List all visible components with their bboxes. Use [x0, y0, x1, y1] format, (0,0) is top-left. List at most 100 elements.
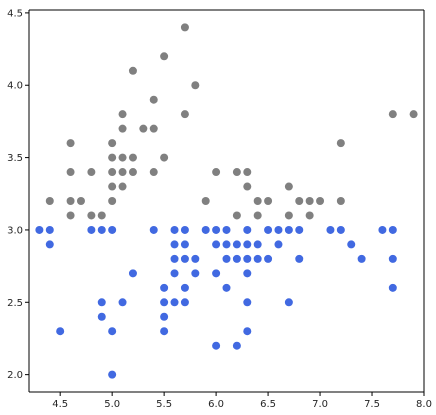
data-point-series-0-33 — [243, 182, 252, 191]
data-point-series-1-18 — [170, 225, 179, 234]
data-point-series-0-22 — [118, 168, 127, 177]
data-point-series-0-25 — [212, 168, 221, 177]
data-point-series-1-40 — [232, 254, 241, 263]
data-point-series-1-60 — [347, 240, 356, 249]
data-point-series-0-40 — [316, 197, 325, 205]
data-point-series-1-20 — [170, 254, 179, 263]
y-tick-label-0: 2.0 — [7, 370, 23, 381]
data-point-series-0-14 — [336, 139, 345, 148]
data-point-series-1-52 — [274, 225, 283, 234]
data-point-series-1-2 — [45, 240, 54, 249]
data-point-series-0-1 — [160, 52, 169, 61]
data-point-series-0-43 — [87, 211, 96, 220]
data-point-series-0-41 — [336, 197, 345, 205]
data-point-series-1-47 — [243, 327, 252, 336]
data-point-series-0-37 — [264, 197, 273, 205]
data-point-series-1-45 — [243, 269, 252, 278]
data-point-series-0-21 — [108, 168, 117, 177]
data-point-series-1-61 — [357, 254, 366, 263]
data-point-series-0-0 — [180, 23, 189, 32]
data-point-series-1-51 — [264, 254, 273, 263]
data-point-series-0-12 — [66, 139, 75, 148]
data-point-series-0-42 — [66, 211, 75, 220]
data-point-series-1-41 — [232, 341, 241, 350]
data-point-series-1-53 — [274, 240, 283, 249]
data-point-series-0-3 — [191, 81, 200, 90]
data-point-series-0-16 — [118, 153, 127, 162]
data-point-series-0-6 — [118, 110, 127, 119]
data-point-series-0-39 — [305, 197, 314, 205]
data-point-series-0-20 — [87, 168, 96, 177]
data-point-series-1-39 — [232, 240, 241, 249]
points-layer — [35, 23, 418, 379]
data-point-series-1-10 — [108, 370, 117, 379]
data-point-series-1-26 — [180, 283, 189, 292]
data-point-series-0-18 — [160, 153, 169, 162]
data-point-series-0-5 — [180, 110, 189, 119]
data-point-series-1-42 — [243, 225, 252, 234]
data-point-series-0-15 — [108, 153, 117, 162]
data-point-series-1-3 — [56, 327, 65, 336]
data-point-series-0-48 — [305, 211, 314, 220]
data-point-series-1-15 — [160, 298, 169, 307]
data-point-series-1-43 — [243, 240, 252, 249]
data-point-series-1-46 — [243, 298, 252, 307]
data-point-series-0-13 — [108, 139, 117, 148]
data-point-series-1-28 — [191, 254, 200, 263]
x-tick-label-5: 7.0 — [312, 399, 328, 410]
data-point-series-1-38 — [222, 283, 231, 292]
data-point-series-1-59 — [336, 225, 345, 234]
data-point-series-1-55 — [284, 298, 293, 307]
y-tick-label-4: 4.0 — [7, 81, 23, 92]
data-point-series-0-36 — [253, 197, 262, 205]
data-point-series-0-10 — [139, 124, 148, 133]
y-tick-label-1: 2.5 — [7, 298, 23, 309]
data-point-series-1-9 — [108, 327, 117, 336]
data-point-series-0-29 — [45, 197, 54, 205]
data-point-series-1-57 — [295, 254, 304, 263]
data-point-series-0-2 — [128, 66, 137, 75]
data-point-series-1-33 — [212, 269, 221, 278]
data-point-series-1-64 — [388, 254, 397, 263]
data-point-series-1-7 — [97, 312, 106, 321]
data-point-series-1-14 — [160, 283, 169, 292]
x-tick-label-7: 8.0 — [416, 399, 432, 410]
data-point-series-1-56 — [295, 225, 304, 234]
data-point-series-0-19 — [66, 168, 75, 177]
data-point-series-1-37 — [222, 254, 231, 263]
data-point-series-0-26 — [232, 168, 241, 177]
data-point-series-0-34 — [284, 182, 293, 191]
data-point-series-0-9 — [118, 124, 127, 133]
y-tick-label-5: 4.5 — [7, 8, 23, 19]
data-point-series-1-21 — [170, 269, 179, 278]
data-point-series-0-7 — [388, 110, 397, 119]
data-point-series-1-31 — [212, 225, 221, 234]
x-tick-label-3: 6.0 — [208, 399, 224, 410]
data-point-series-0-32 — [118, 182, 127, 191]
data-point-series-0-35 — [201, 197, 210, 205]
data-point-series-1-17 — [160, 327, 169, 336]
data-point-series-1-54 — [284, 225, 293, 234]
data-point-series-0-38 — [295, 197, 304, 205]
data-point-series-0-49 — [232, 211, 241, 220]
y-tick-label-2: 3.0 — [7, 225, 23, 236]
data-point-series-1-35 — [222, 225, 231, 234]
x-tick-label-6: 7.5 — [364, 399, 380, 410]
data-point-series-0-11 — [149, 124, 158, 133]
data-point-series-1-23 — [180, 225, 189, 234]
data-point-series-0-45 — [108, 197, 117, 205]
data-point-series-0-8 — [409, 110, 418, 119]
data-point-series-1-50 — [264, 225, 273, 234]
y-tick-label-3: 3.5 — [7, 153, 23, 164]
data-point-series-0-44 — [97, 211, 106, 220]
data-point-series-1-8 — [108, 225, 117, 234]
data-point-series-1-22 — [170, 298, 179, 307]
data-point-series-1-0 — [35, 225, 44, 234]
data-point-series-1-58 — [326, 225, 335, 234]
data-point-series-1-19 — [170, 240, 179, 249]
data-point-series-1-49 — [253, 254, 262, 263]
data-point-series-0-27 — [243, 168, 252, 177]
data-point-series-1-48 — [253, 240, 262, 249]
